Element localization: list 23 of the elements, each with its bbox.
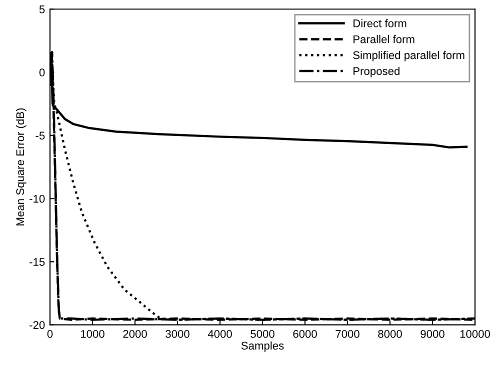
y-tick-label: 5 bbox=[39, 6, 45, 14]
x-tick-label: 1000 bbox=[80, 330, 104, 338]
x-tick-label: 5000 bbox=[250, 330, 274, 338]
y-tick-label: -10 bbox=[30, 194, 45, 203]
y-tick-label: 0 bbox=[39, 68, 45, 76]
legend-label: Direct form bbox=[354, 19, 406, 28]
y-tick-label: -20 bbox=[30, 321, 45, 329]
x-tick-label: 10000 bbox=[460, 330, 490, 338]
x-tick-label: 9000 bbox=[420, 330, 444, 338]
legend-label: Proposed bbox=[354, 66, 400, 78]
legend-label: Parallel form bbox=[354, 35, 414, 44]
x-tick-label: 7000 bbox=[336, 330, 360, 338]
x-tick-label: 2000 bbox=[123, 330, 147, 338]
x-tick-label: 4000 bbox=[208, 330, 232, 338]
x-tick-label: 6000 bbox=[293, 330, 317, 338]
y-axis-title: Mean Square Error (dB) bbox=[16, 108, 26, 226]
y-tick-label: -15 bbox=[30, 258, 45, 266]
y-tick-label: -5 bbox=[36, 132, 45, 140]
x-tick-label: 0 bbox=[47, 330, 53, 338]
x-tick-label: 8000 bbox=[378, 330, 402, 338]
x-tick-label: 3000 bbox=[166, 330, 190, 338]
legend-label: Simplified parallel form bbox=[353, 50, 464, 62]
x-axis-title: Samples bbox=[241, 341, 284, 352]
